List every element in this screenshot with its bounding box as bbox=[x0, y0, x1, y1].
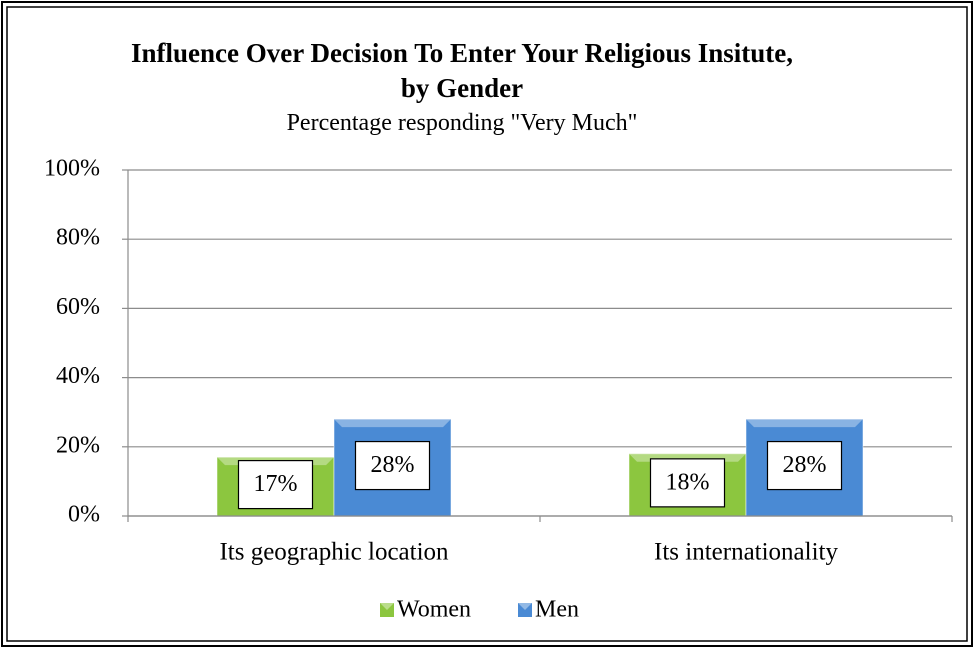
value-label-box bbox=[237, 459, 314, 510]
y-tick-label: 60% bbox=[56, 294, 100, 320]
y-tick-label: 0% bbox=[68, 502, 100, 528]
y-tick-label: 100% bbox=[44, 156, 100, 182]
x-tick-label: Its internationality bbox=[654, 539, 838, 566]
value-label-box bbox=[354, 440, 431, 491]
legend-swatch bbox=[518, 603, 532, 617]
legend-swatch-bevel bbox=[380, 603, 394, 610]
value-label: 18% bbox=[666, 469, 710, 495]
value-label-box bbox=[766, 440, 843, 491]
chart-title: Influence Over Decision To Enter Your Re… bbox=[130, 38, 794, 103]
legend-swatch bbox=[380, 603, 394, 617]
y-tick-label: 20% bbox=[56, 432, 100, 458]
legend-label: Women bbox=[397, 597, 471, 623]
inner-border bbox=[6, 6, 968, 642]
x-tick-label: Its geographic location bbox=[219, 539, 449, 566]
value-label-box bbox=[649, 458, 726, 508]
bar-bevel bbox=[334, 419, 451, 428]
y-tick-label: 80% bbox=[56, 225, 100, 251]
bar-bevel bbox=[746, 419, 863, 428]
y-tick-label: 40% bbox=[56, 363, 100, 389]
legend-swatch-bevel bbox=[518, 603, 532, 610]
value-label: 28% bbox=[371, 452, 415, 478]
value-label: 28% bbox=[783, 452, 827, 478]
value-label: 17% bbox=[254, 471, 298, 497]
legend-label: Men bbox=[535, 597, 579, 623]
chart-subtitle: Percentage responding "Very Much" bbox=[286, 110, 638, 136]
